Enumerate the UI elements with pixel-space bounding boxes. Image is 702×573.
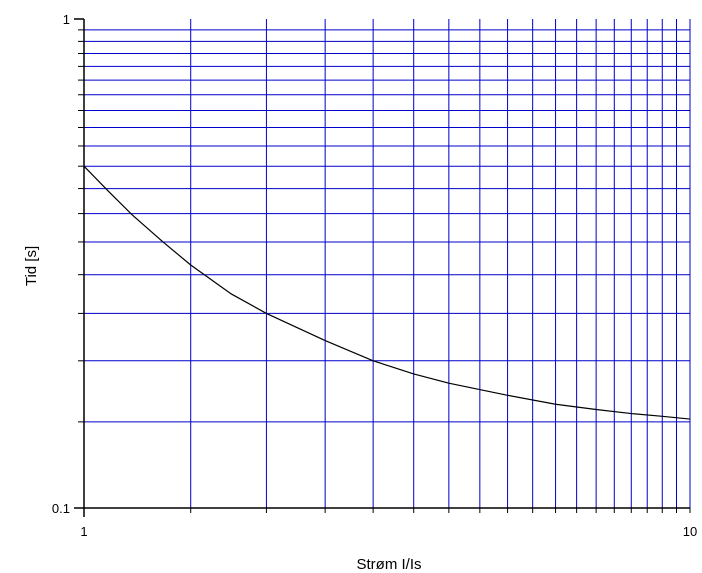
y-axis-label: Tid [s]	[23, 246, 40, 286]
y-tick-label: 0.1	[52, 501, 70, 516]
axes	[74, 18, 691, 517]
series-group	[83, 165, 691, 420]
grid-lines	[84, 19, 691, 508]
tick-labels: 1 10 0.1 1	[52, 12, 697, 539]
x-axis-label: Strøm I/Is	[357, 556, 422, 573]
x-tick-label: 1	[80, 524, 87, 539]
y-tick-label: 1	[63, 12, 70, 27]
series-line	[83, 165, 691, 420]
x-tick-label: 10	[683, 524, 697, 539]
